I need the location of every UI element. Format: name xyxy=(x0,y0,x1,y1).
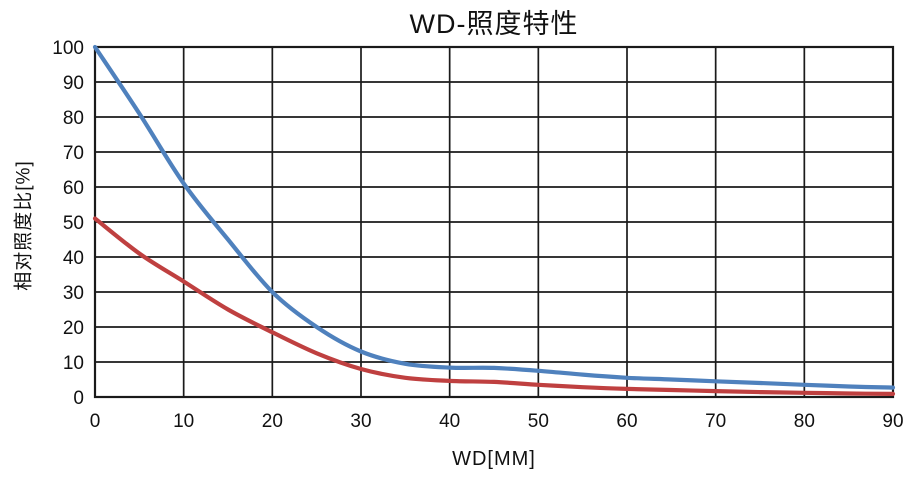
y-tick-label: 30 xyxy=(63,283,84,304)
y-tick-label: 70 xyxy=(63,143,84,164)
y-tick-label: 20 xyxy=(63,318,84,339)
y-tick-label: 90 xyxy=(63,73,84,94)
y-tick-label: 80 xyxy=(63,108,84,129)
x-tick-label: 80 xyxy=(794,411,815,432)
x-tick-label: 40 xyxy=(439,411,460,432)
x-tick-label: 10 xyxy=(173,411,194,432)
plot-border xyxy=(93,45,895,399)
y-tick-label: 60 xyxy=(63,178,84,199)
series-line-red xyxy=(92,216,896,396)
chart-title: WD-照度特性 xyxy=(409,9,579,39)
series-line-blue xyxy=(92,44,896,390)
x-tick-label: 70 xyxy=(705,411,726,432)
x-axis-label: WD[MM] xyxy=(452,448,536,470)
x-tick-label: 30 xyxy=(350,411,371,432)
y-tick-label: 100 xyxy=(52,38,84,59)
x-tick-label: 20 xyxy=(262,411,283,432)
x-tick-label: 90 xyxy=(882,411,903,432)
y-tick-label: 0 xyxy=(73,388,84,409)
x-tick-label: 0 xyxy=(90,411,101,432)
x-tick-label: 50 xyxy=(528,411,549,432)
y-tick-label: 40 xyxy=(63,248,84,269)
x-tick-label: 60 xyxy=(616,411,637,432)
y-tick-label: 10 xyxy=(63,353,84,374)
y-tick-label: 50 xyxy=(63,213,84,234)
